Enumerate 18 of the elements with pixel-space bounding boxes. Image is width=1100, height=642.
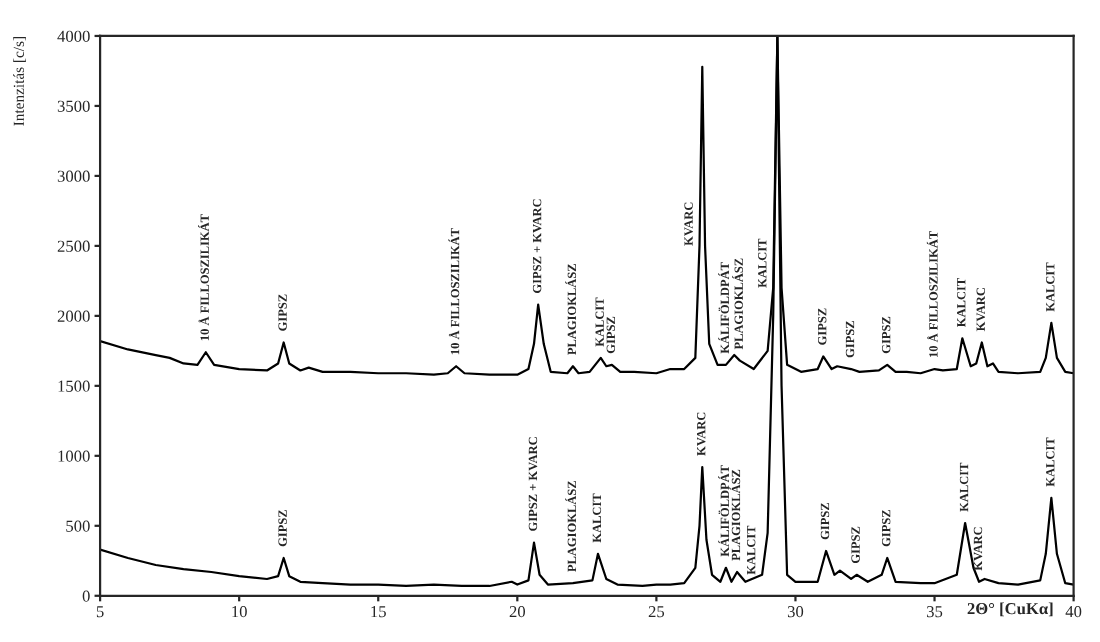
y-tick-label: 500 xyxy=(66,520,90,532)
y-tick-label: 3000 xyxy=(57,170,90,182)
x-tick-label: 40 xyxy=(1065,605,1082,618)
y-tick-label: 1000 xyxy=(58,450,90,462)
y-tick-label: 1500 xyxy=(58,380,90,392)
y-tick-label: 3500 xyxy=(57,100,90,112)
y-tick-label: 2000 xyxy=(57,310,90,322)
x-tick-label: 15 xyxy=(371,606,386,618)
x-tick-label: 5 xyxy=(96,606,104,618)
y-tick-label: 2500 xyxy=(57,240,90,252)
x-tick-label: 25 xyxy=(648,606,665,618)
y-tick-label: 4000 xyxy=(57,30,90,42)
x-tick-label: 10 xyxy=(232,605,247,618)
x-tick-label: 35 xyxy=(926,606,943,618)
y-tick-label: 0 xyxy=(82,590,90,602)
x-tick-label: 30 xyxy=(787,605,804,618)
x-axis-title: 2Θ° [CuKα] xyxy=(967,602,1053,617)
x-tick-label: 20 xyxy=(509,605,526,618)
